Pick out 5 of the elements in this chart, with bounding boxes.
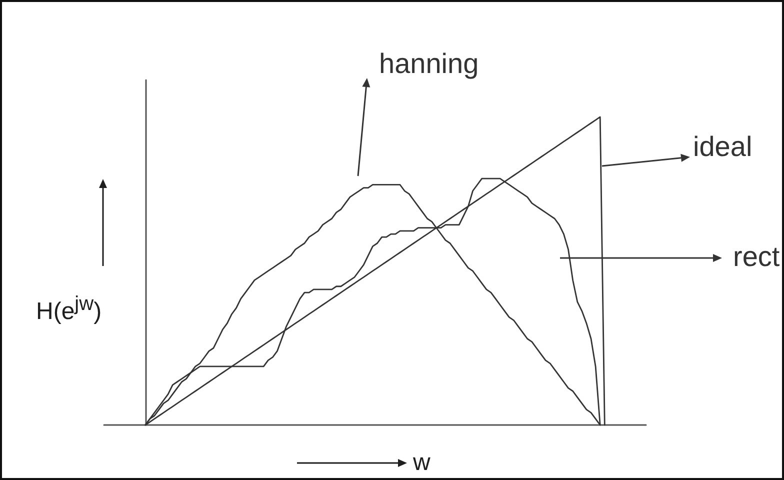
legend-label: rect	[733, 241, 780, 272]
legend-label: hanning	[379, 48, 479, 80]
x-axis-title: w	[413, 448, 430, 476]
y-axis-title: H(e$^{jw}$)	[36, 292, 102, 325]
legend-label: ideal	[693, 131, 752, 162]
